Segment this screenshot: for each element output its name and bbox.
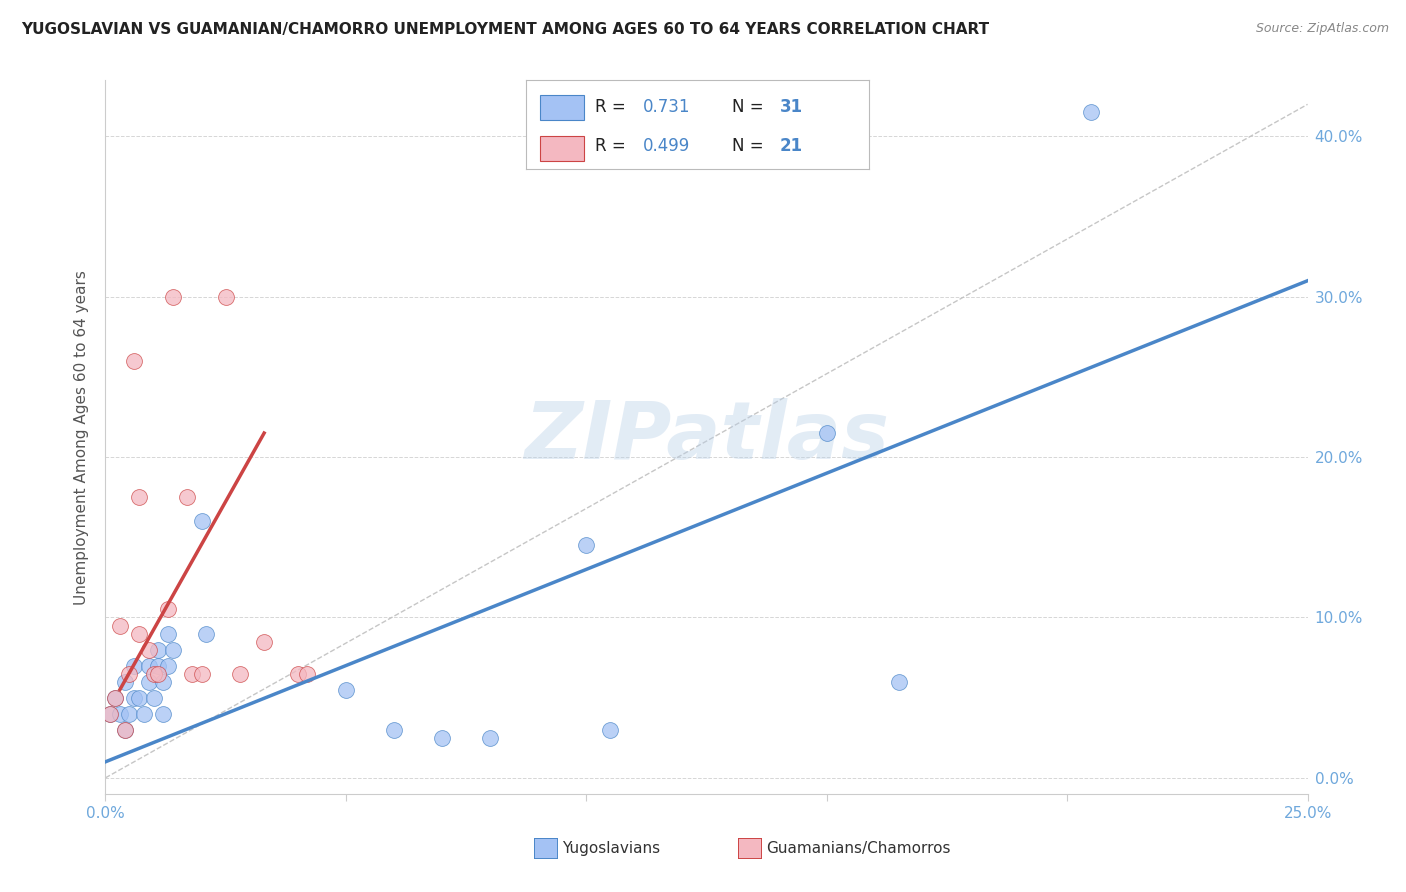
Point	[190, 514, 212, 528]
Point	[156, 626, 179, 640]
Text: N =: N =	[731, 98, 769, 116]
Text: Yugoslavians: Yugoslavians	[562, 841, 661, 855]
Point	[114, 723, 136, 737]
Point	[118, 706, 141, 721]
Point	[148, 666, 170, 681]
Point	[98, 706, 121, 721]
Point	[152, 706, 174, 721]
Point	[108, 618, 131, 632]
Point	[1080, 105, 1102, 120]
Point	[142, 666, 165, 681]
Point	[148, 642, 170, 657]
Point	[124, 354, 146, 368]
Text: 21: 21	[780, 137, 803, 155]
Point	[815, 426, 838, 441]
Point	[214, 290, 236, 304]
Point	[104, 690, 127, 705]
Point	[195, 626, 218, 640]
Point	[162, 642, 184, 657]
Point	[124, 658, 146, 673]
Text: 0.499: 0.499	[643, 137, 690, 155]
Point	[138, 674, 160, 689]
Point	[287, 666, 309, 681]
Point	[128, 490, 150, 504]
Point	[181, 666, 204, 681]
Point	[108, 706, 131, 721]
Point	[142, 690, 165, 705]
Point	[575, 538, 598, 552]
Point	[382, 723, 405, 737]
Point	[887, 674, 910, 689]
Point	[156, 658, 179, 673]
Point	[98, 706, 121, 721]
Point	[229, 666, 252, 681]
Point	[114, 674, 136, 689]
Point	[132, 706, 155, 721]
Text: 0.731: 0.731	[643, 98, 690, 116]
Point	[430, 731, 453, 745]
Text: Guamanians/Chamorros: Guamanians/Chamorros	[766, 841, 950, 855]
Point	[253, 634, 276, 648]
Point	[190, 666, 212, 681]
FancyBboxPatch shape	[540, 136, 585, 161]
Point	[124, 690, 146, 705]
Point	[138, 658, 160, 673]
Point	[479, 731, 502, 745]
Point	[148, 658, 170, 673]
Point	[128, 690, 150, 705]
Text: Source: ZipAtlas.com: Source: ZipAtlas.com	[1256, 22, 1389, 36]
Point	[104, 690, 127, 705]
FancyBboxPatch shape	[540, 95, 585, 120]
Point	[128, 626, 150, 640]
Point	[335, 682, 357, 697]
Text: R =: R =	[595, 137, 631, 155]
Y-axis label: Unemployment Among Ages 60 to 64 years: Unemployment Among Ages 60 to 64 years	[75, 269, 90, 605]
Point	[297, 666, 319, 681]
Text: 31: 31	[780, 98, 803, 116]
Point	[599, 723, 621, 737]
Point	[114, 723, 136, 737]
Text: ZIPatlas: ZIPatlas	[524, 398, 889, 476]
Point	[118, 666, 141, 681]
Point	[176, 490, 198, 504]
Text: R =: R =	[595, 98, 631, 116]
Point	[152, 674, 174, 689]
Text: YUGOSLAVIAN VS GUAMANIAN/CHAMORRO UNEMPLOYMENT AMONG AGES 60 TO 64 YEARS CORRELA: YUGOSLAVIAN VS GUAMANIAN/CHAMORRO UNEMPL…	[21, 22, 990, 37]
Point	[138, 642, 160, 657]
Point	[162, 290, 184, 304]
Point	[156, 602, 179, 616]
Text: N =: N =	[731, 137, 769, 155]
